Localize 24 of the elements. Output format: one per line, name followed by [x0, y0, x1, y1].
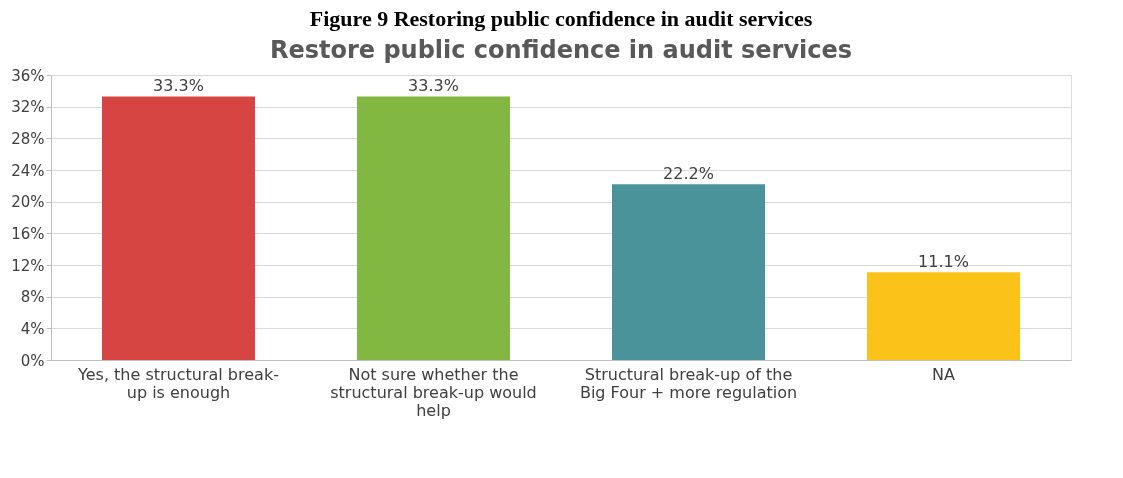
bar: [102, 96, 255, 360]
bar: [867, 272, 1020, 360]
chart-subtitle: Restore public confidence in audit services: [269, 36, 853, 64]
data-label: 33.3%: [408, 76, 459, 96]
y-tick-label: 4%: [20, 319, 45, 338]
y-tick-label: 0%: [20, 351, 45, 370]
data-label: 11.1%: [918, 252, 969, 272]
y-tick-label: 8%: [20, 288, 45, 307]
data-label: 33.3%: [153, 76, 204, 96]
y-tick-label: 16%: [11, 224, 45, 243]
y-tick-label: 36%: [11, 66, 45, 85]
bar: [357, 96, 510, 360]
x-tick-label: NA: [932, 364, 956, 384]
data-label: 22.2%: [663, 164, 714, 184]
y-tick-label: 12%: [11, 256, 45, 275]
y-tick-label: 20%: [11, 193, 45, 212]
bar: [612, 184, 765, 360]
y-tick-label: 32%: [11, 98, 45, 117]
x-tick-label: Not sure whether the structural break-up would help: [330, 364, 537, 420]
x-tick-label: Structural break-up of the Big Four + more regulation: [579, 364, 798, 402]
y-tick-label: 24%: [11, 161, 45, 180]
y-tick-label: 28%: [11, 129, 45, 148]
x-tick-label: Yes, the structural break-up is enough: [77, 364, 279, 402]
chart-title: Figure 9 Restoring public confidence in audit services: [309, 6, 813, 31]
